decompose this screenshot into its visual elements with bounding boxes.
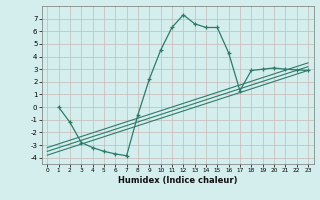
X-axis label: Humidex (Indice chaleur): Humidex (Indice chaleur) [118, 176, 237, 185]
